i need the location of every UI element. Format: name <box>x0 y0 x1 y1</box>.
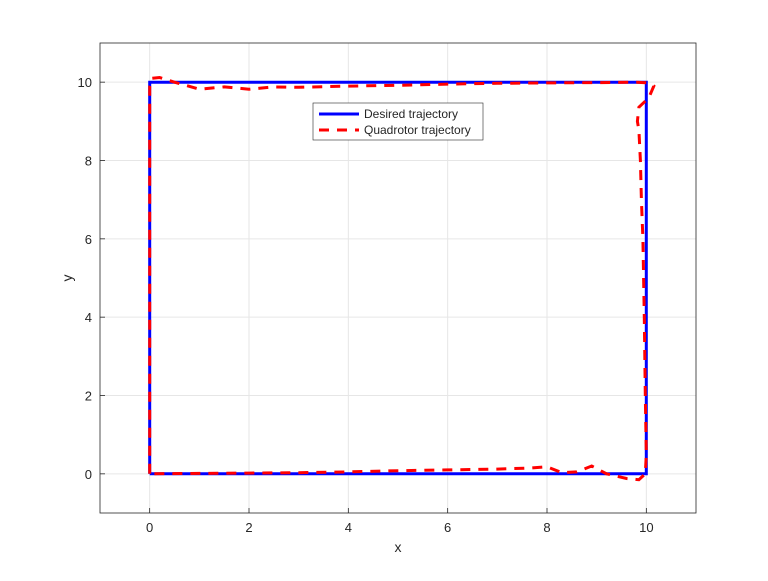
x-tick-label: 6 <box>444 520 451 535</box>
legend: Desired trajectory Quadrotor trajectory <box>312 102 484 141</box>
x-axis-label: x <box>395 539 402 555</box>
x-tick-label: 2 <box>245 520 252 535</box>
y-axis-label: y <box>59 275 75 282</box>
series-lines <box>148 75 656 482</box>
legend-box <box>312 102 484 141</box>
x-tick-label: 10 <box>639 520 653 535</box>
y-tick-label: 0 <box>85 467 92 482</box>
ticks: 0 2 4 6 8 10 0 2 4 6 8 10 <box>78 75 654 535</box>
axes-box <box>99 42 697 514</box>
x-tick-label: 4 <box>345 520 352 535</box>
quadrotor-trajectory-line <box>148 75 656 482</box>
y-tick-label: 8 <box>85 154 92 169</box>
legend-label-quadrotor: Quadrotor trajectory <box>364 123 471 137</box>
y-tick-label: 6 <box>85 232 92 247</box>
y-tick-label: 4 <box>85 310 92 325</box>
y-tick-label: 10 <box>78 75 92 90</box>
y-tick-label: 2 <box>85 389 92 404</box>
legend-label-desired: Desired trajectory <box>364 107 458 121</box>
x-tick-label: 0 <box>146 520 153 535</box>
x-tick-label: 8 <box>543 520 550 535</box>
